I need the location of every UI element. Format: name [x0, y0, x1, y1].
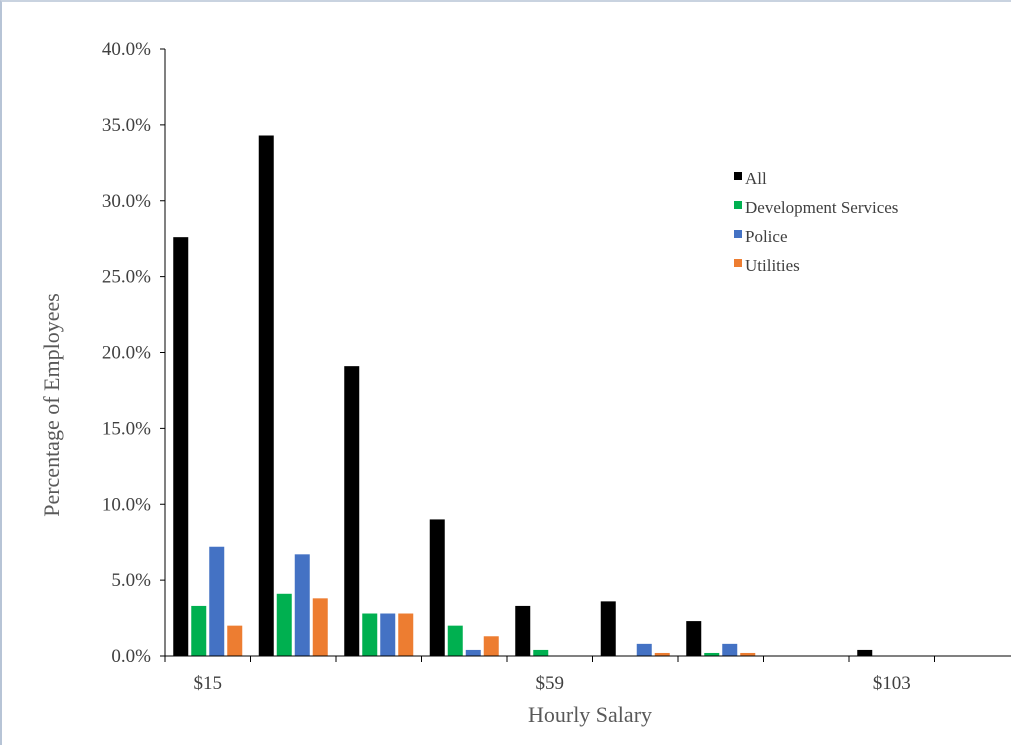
y-axis-title: Percentage of Employees: [39, 293, 64, 517]
legend-swatch: [734, 201, 742, 209]
bar: [380, 613, 396, 656]
bar: [600, 601, 616, 656]
legend-swatch: [734, 259, 742, 267]
legend-label: All: [745, 169, 767, 188]
bars-layer: [173, 135, 873, 657]
y-tick-label: 30.0%: [102, 191, 151, 212]
bar: [312, 598, 328, 656]
x-tick-label: $15: [194, 673, 223, 694]
bar: [173, 237, 189, 657]
bar: [515, 605, 531, 656]
y-tick-label: 15.0%: [102, 418, 151, 439]
bar: [722, 643, 738, 656]
bar: [740, 652, 756, 656]
bar: [533, 649, 549, 656]
legend-label: Utilities: [745, 256, 800, 275]
y-tick-label: 25.0%: [102, 267, 151, 288]
x-tick-label: $103: [873, 673, 911, 694]
legend: All Development Services Police Utilities: [734, 169, 898, 275]
bar: [465, 649, 481, 656]
bar: [686, 621, 702, 656]
bar: [447, 625, 463, 656]
bar: [429, 519, 445, 656]
bar: [276, 593, 292, 656]
bar: [344, 366, 360, 656]
bar: [362, 613, 378, 656]
bar: [191, 605, 207, 656]
bar: [227, 625, 243, 656]
x-tick-label: $59: [536, 673, 565, 694]
y-tick-label: 5.0%: [111, 570, 151, 591]
bar: [398, 613, 414, 656]
bar: [483, 636, 499, 656]
legend-swatch: [734, 172, 742, 180]
bar: [209, 546, 225, 656]
x-axis: $15 $59 $103: [164, 655, 1011, 694]
x-axis-title: Hourly Salary: [528, 702, 652, 727]
y-tick-label: 35.0%: [102, 115, 151, 136]
bar: [704, 652, 720, 656]
y-tick-label: 0.0%: [111, 646, 151, 667]
bar: [258, 135, 274, 656]
bar: [654, 652, 670, 656]
legend-label: Police: [745, 227, 788, 246]
y-axis: 0.0% 5.0% 10.0% 15.0% 20.0% 25.0% 30.0% 35.0% 40…: [102, 39, 166, 667]
bar: [294, 554, 310, 656]
bar: [857, 649, 873, 656]
legend-label: Development Services: [745, 198, 898, 217]
y-tick-label: 10.0%: [102, 494, 151, 515]
legend-swatch: [734, 230, 742, 238]
y-tick-label: 40.0%: [102, 39, 151, 60]
bar: [636, 643, 652, 656]
y-tick-label: 20.0%: [102, 343, 151, 364]
